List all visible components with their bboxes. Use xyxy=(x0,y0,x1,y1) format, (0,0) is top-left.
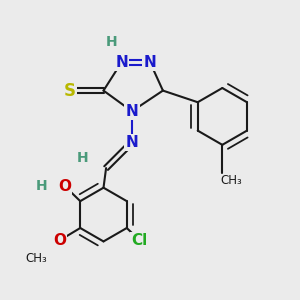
Text: Cl: Cl xyxy=(131,233,148,248)
Text: H: H xyxy=(105,34,117,49)
Text: O: O xyxy=(53,233,66,248)
Text: O: O xyxy=(58,179,71,194)
Text: N: N xyxy=(125,104,138,119)
Text: N: N xyxy=(115,55,128,70)
Text: N: N xyxy=(144,55,156,70)
Text: H: H xyxy=(77,151,89,165)
Text: CH₃: CH₃ xyxy=(26,252,47,265)
Text: N: N xyxy=(125,135,138,150)
Text: H: H xyxy=(36,179,47,193)
Text: CH₃: CH₃ xyxy=(221,175,242,188)
Text: S: S xyxy=(64,82,76,100)
